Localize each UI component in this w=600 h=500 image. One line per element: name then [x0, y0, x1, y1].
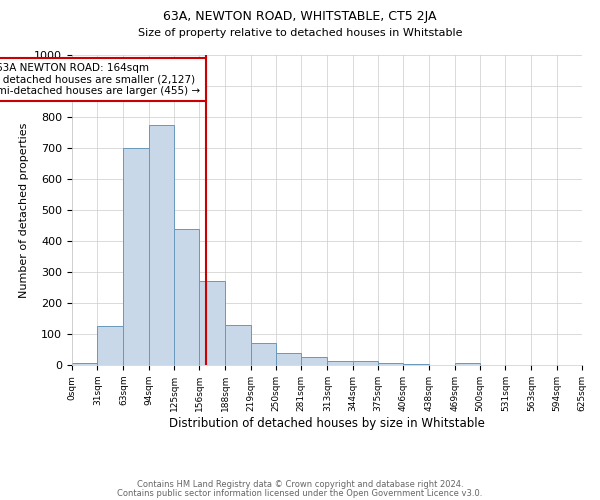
Bar	[328, 362, 353, 365]
Bar	[97, 326, 124, 365]
Bar	[403, 364, 430, 365]
Bar	[149, 124, 174, 365]
Bar	[199, 282, 226, 365]
Bar	[353, 362, 378, 365]
Bar	[378, 363, 403, 365]
Bar	[226, 324, 251, 365]
Text: Contains HM Land Registry data © Crown copyright and database right 2024.: Contains HM Land Registry data © Crown c…	[137, 480, 463, 489]
Bar	[174, 228, 199, 365]
Text: Size of property relative to detached houses in Whitstable: Size of property relative to detached ho…	[138, 28, 462, 38]
Bar	[72, 364, 97, 365]
Text: 63A NEWTON ROAD: 164sqm
← 82% of detached houses are smaller (2,127)
18% of semi: 63A NEWTON ROAD: 164sqm ← 82% of detache…	[0, 62, 200, 96]
Text: 63A, NEWTON ROAD, WHITSTABLE, CT5 2JA: 63A, NEWTON ROAD, WHITSTABLE, CT5 2JA	[163, 10, 437, 23]
Bar	[455, 362, 480, 365]
Bar	[124, 148, 149, 365]
Bar	[301, 357, 328, 365]
Y-axis label: Number of detached properties: Number of detached properties	[19, 122, 29, 298]
Bar	[251, 344, 276, 365]
X-axis label: Distribution of detached houses by size in Whitstable: Distribution of detached houses by size …	[169, 416, 485, 430]
Text: Contains public sector information licensed under the Open Government Licence v3: Contains public sector information licen…	[118, 489, 482, 498]
Bar	[276, 352, 301, 365]
